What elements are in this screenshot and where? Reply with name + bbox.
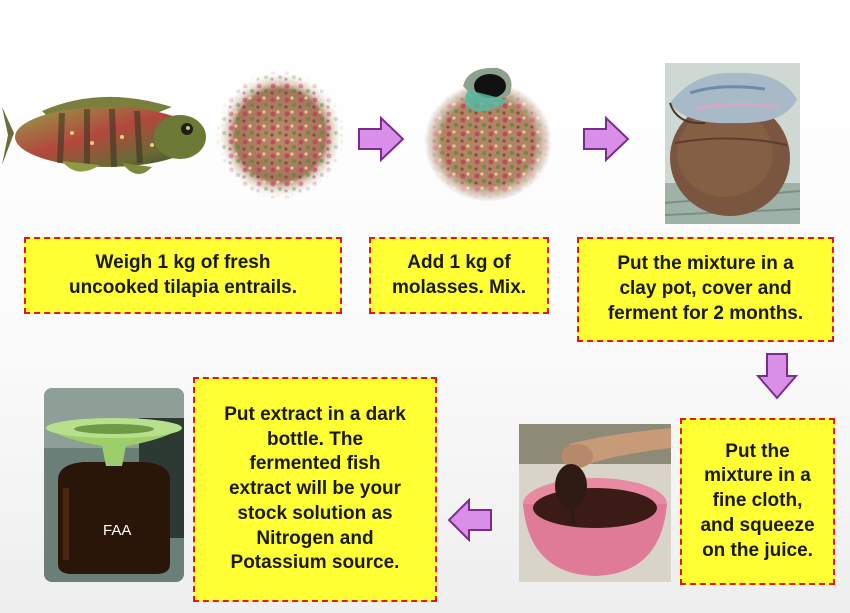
- squeeze-basin-image: [519, 424, 671, 582]
- entrails-molasses-image: [424, 67, 552, 202]
- arrow-right-icon: [358, 116, 405, 162]
- clay-pot-image: [665, 63, 800, 224]
- step-extract-dark-bottle: Put extract in a dark bottle. The fermen…: [193, 377, 437, 602]
- arrow-left-icon: [447, 498, 492, 542]
- faa-bottle-image: [44, 388, 184, 582]
- arrow-right-icon: [583, 116, 630, 162]
- faa-label: FAA: [103, 522, 132, 539]
- step-weigh-entrails: Weigh 1 kg of fresh uncooked tilapia ent…: [24, 237, 342, 314]
- step-squeeze-cloth: Put the mixture in a fine cloth, and squ…: [680, 418, 835, 585]
- step-ferment-clay-pot: Put the mixture in a clay pot, cover and…: [577, 237, 834, 342]
- entrails-image: [216, 70, 344, 200]
- tilapia-fish-image: [2, 96, 206, 175]
- step-add-molasses: Add 1 kg of molasses. Mix.: [369, 237, 549, 314]
- arrow-down-icon: [756, 353, 798, 400]
